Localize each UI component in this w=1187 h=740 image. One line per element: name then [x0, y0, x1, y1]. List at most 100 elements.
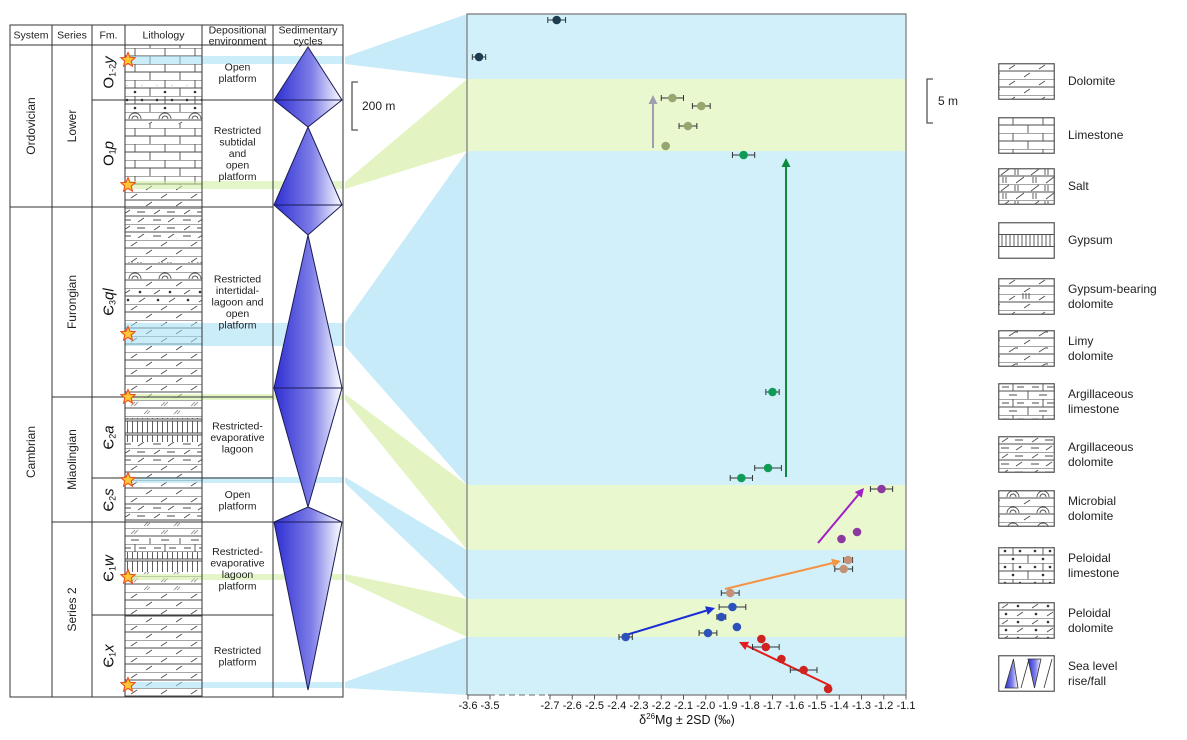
lithology-dolomite	[125, 465, 202, 505]
legend-item-salt: Salt	[998, 168, 1089, 205]
lithology-silty	[125, 520, 202, 538]
x-tick-label: -2.1	[674, 700, 693, 712]
legend-label: Peloidal limestone	[1068, 551, 1120, 580]
plot-band	[467, 14, 906, 79]
legend-item-argillaceous-limestone: Argillaceous limestone	[998, 383, 1133, 420]
sample-star-icon	[119, 676, 137, 693]
environment-label: Open	[225, 489, 251, 501]
sample-star-icon	[119, 471, 137, 488]
lithology-silty	[125, 397, 202, 418]
trend-arrow	[817, 488, 864, 544]
environment-label: subtidal	[219, 137, 255, 149]
legend-item-dolomite: Dolomite	[998, 63, 1115, 100]
argillaceous-dolomite-pattern-icon	[998, 436, 1055, 473]
column-header: System	[13, 30, 48, 42]
lithology-gypsum	[125, 418, 202, 442]
x-axis-title: δ26Mg ± 2SD (‰)	[639, 712, 735, 728]
environment-label: Restricted	[214, 645, 261, 657]
x-tick-label: -1.9	[719, 700, 738, 712]
legend-label: Limy dolomite	[1068, 334, 1114, 363]
stratigraphic-marker-band	[125, 477, 343, 483]
system-label: Ordovician	[24, 97, 38, 154]
lithology-argdolo	[125, 505, 202, 520]
data-point	[763, 463, 773, 473]
x-tick-label: -2.2	[652, 700, 671, 712]
right-scale-bracket	[926, 78, 933, 124]
environment-label: and	[229, 148, 247, 160]
plot-band	[467, 151, 906, 485]
correlation-wedge	[345, 14, 467, 79]
x-tick-label: -1.6	[785, 700, 804, 712]
lithology-limestone	[125, 45, 202, 85]
lithology-peldolo	[125, 288, 202, 305]
legend-item-limy-dolomite: Limy dolomite	[998, 330, 1113, 367]
x-tick-label: -1.3	[852, 700, 871, 712]
sample-star-icon	[119, 568, 137, 585]
plot-border	[466, 13, 907, 695]
series-label: Series 2	[65, 587, 79, 631]
data-point	[728, 602, 737, 612]
x-tick-label: -1.4	[830, 700, 849, 712]
column-header: Depositional	[209, 25, 267, 37]
legend-label: Argillaceous dolomite	[1068, 440, 1134, 469]
lithology-pellime	[125, 85, 202, 112]
data-point	[683, 121, 693, 131]
stratigraphic-marker-band	[125, 181, 343, 189]
sea-level-rise-fall-pattern-icon	[998, 655, 1055, 692]
data-point	[703, 628, 713, 638]
column-header: Fm.	[99, 30, 117, 42]
lithology-microbial	[125, 262, 202, 288]
system-label: Cambrian	[24, 426, 38, 478]
plot-band	[467, 485, 906, 550]
data-point	[877, 484, 886, 494]
left-scale-bracket	[351, 81, 358, 131]
plot-band	[467, 79, 906, 151]
argillaceous-limestone-pattern-icon	[998, 383, 1055, 420]
lithology-dolomite	[125, 238, 202, 262]
x-tick-label: -3.5	[481, 700, 500, 712]
plot-band	[467, 550, 906, 599]
legend-label: Limestone	[1068, 128, 1124, 143]
formation-label: Є3ql	[100, 288, 118, 316]
series-label: Lower	[65, 110, 79, 143]
environment-label: open	[226, 160, 250, 172]
environment-label: lagoon	[222, 569, 254, 581]
x-tick-label: -1.1	[897, 700, 916, 712]
data-point	[732, 622, 742, 632]
correlation-wedge	[345, 394, 467, 550]
correlation-wedge	[345, 574, 467, 637]
right-scale-label: 5 m	[938, 94, 959, 108]
data-point	[768, 387, 777, 397]
legend-item-peloidal-limestone: Peloidal limestone	[998, 547, 1119, 584]
column-header: Series	[57, 30, 87, 42]
stratigraphic-marker-band	[125, 574, 343, 580]
legend-item-gypsum-bearing-dolomite: Gypsum-bearing dolomite	[998, 278, 1157, 315]
trend-arrow	[739, 641, 832, 687]
formation-label: Є2a	[100, 425, 118, 449]
trend-arrow	[781, 158, 791, 477]
x-tick-label: -2.4	[607, 700, 626, 712]
legend-item-sea-level-rise-fall: Sea level rise/fall	[998, 655, 1117, 692]
data-point	[761, 642, 771, 652]
plot-band	[467, 599, 906, 637]
environment-label: lagoon and	[212, 297, 264, 309]
cycle-diamond	[273, 234, 343, 509]
series-label: Miaolingian	[65, 429, 79, 490]
peloidal-limestone-pattern-icon	[998, 547, 1055, 584]
data-point	[837, 534, 846, 544]
legend-item-peloidal-dolomite: Peloidal dolomite	[998, 602, 1113, 639]
data-point	[661, 141, 670, 151]
lithology-gypsum	[125, 552, 202, 572]
left-scale-label: 200 m	[362, 99, 396, 113]
limy-dolomite-pattern-icon	[998, 330, 1055, 367]
environment-label: platform	[219, 171, 257, 183]
column-header: Sedimentary	[279, 25, 339, 37]
trend-arrow	[724, 558, 841, 590]
limestone-pattern-icon	[998, 117, 1055, 154]
data-point	[843, 555, 853, 565]
legend-label: Gypsum	[1068, 233, 1113, 248]
legend-label: Salt	[1068, 179, 1089, 194]
gypsum-bearing-dolomite-pattern-icon	[998, 278, 1055, 315]
